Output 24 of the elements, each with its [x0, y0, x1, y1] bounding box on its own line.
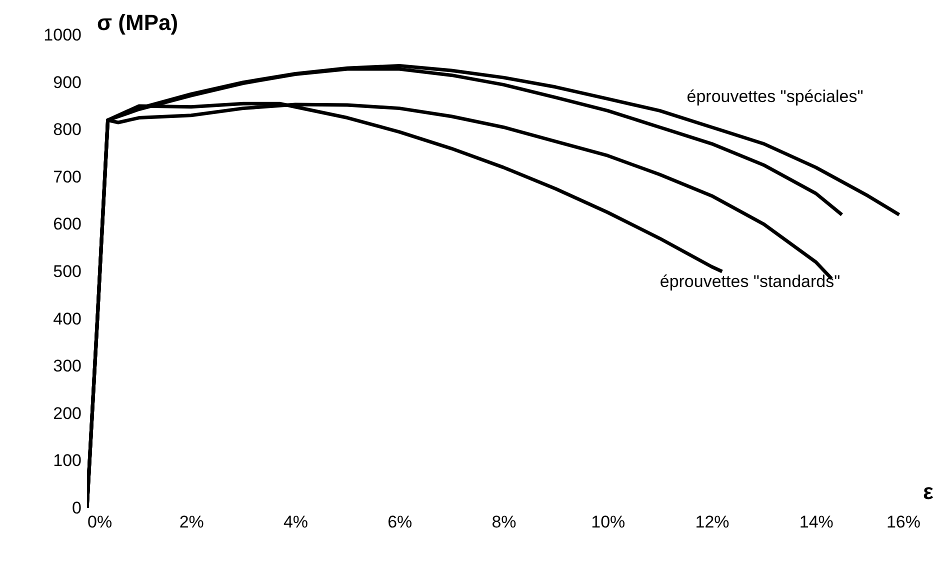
- y-tick-label: 700: [53, 167, 82, 186]
- y-tick-label: 600: [53, 214, 82, 234]
- y-tick-label: 1000: [44, 26, 82, 44]
- annotation: éprouvettes "spéciales": [686, 87, 864, 106]
- x-tick-label: 12%: [695, 512, 730, 532]
- y-tick-label: 400: [53, 309, 82, 328]
- y-tick-label: 900: [53, 72, 82, 92]
- y-tick-label: 800: [53, 120, 82, 140]
- y-tick-label: 300: [53, 356, 82, 376]
- x-tick-label: 4%: [283, 512, 308, 532]
- x-tick-label: 0%: [88, 512, 112, 532]
- y-tick-label: 500: [53, 262, 82, 281]
- y-axis-title: σ (MPa): [97, 10, 178, 35]
- x-tick-label: 6%: [388, 512, 412, 532]
- x-axis-title: ε: [923, 479, 934, 504]
- x-tick-label: 8%: [492, 512, 516, 532]
- y-tick-label: 0: [72, 498, 82, 518]
- x-tick-label: 16%: [886, 512, 920, 532]
- x-tick-label: 2%: [179, 512, 204, 532]
- y-tick-label: 100: [53, 451, 82, 470]
- x-tick-label: 14%: [799, 512, 834, 532]
- y-tick-label: 200: [53, 404, 82, 423]
- annotation: éprouvettes "standards": [660, 272, 840, 291]
- x-tick-label: 10%: [591, 512, 626, 532]
